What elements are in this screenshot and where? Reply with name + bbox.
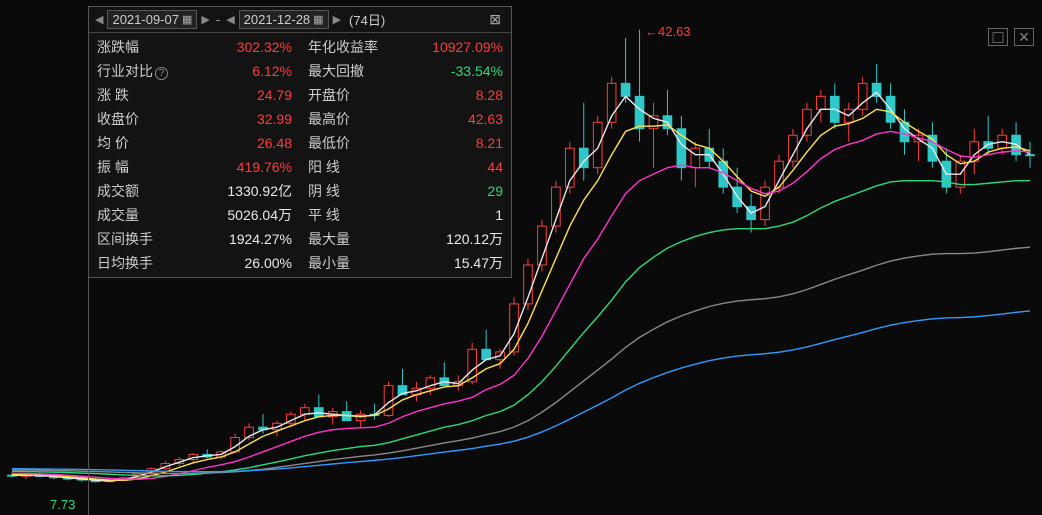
stat-value: 10927.09% [432, 36, 503, 58]
stat-cell: 最低价 8.21 [300, 131, 511, 155]
stat-cell: 行业对比? 6.12% [89, 59, 300, 83]
stat-cell: 最高价 42.63 [300, 107, 511, 131]
stat-value: 42.63 [468, 108, 503, 130]
stat-value: -33.54% [451, 60, 503, 82]
stat-value: 32.99 [257, 108, 292, 130]
stat-value: 44 [487, 156, 503, 178]
prev-to-icon[interactable]: ◀ [226, 13, 234, 26]
stat-cell: 开盘价 8.28 [300, 83, 511, 107]
stat-label: 阳 线 [308, 156, 340, 178]
stat-cell: 均 价 26.48 [89, 131, 300, 155]
stat-cell: 涨 跌 24.79 [89, 83, 300, 107]
stat-cell: 成交额 1330.92亿 [89, 179, 300, 203]
stat-label: 日均换手 [97, 252, 153, 274]
stat-value: 8.28 [476, 84, 503, 106]
stat-value: 419.76% [237, 156, 292, 178]
stat-cell: 最大量 120.12万 [300, 227, 511, 251]
stat-value: 24.79 [257, 84, 292, 106]
date-to: 2021-12-28 [244, 12, 311, 27]
stat-cell: 收盘价 32.99 [89, 107, 300, 131]
stat-value: 5026.04万 [227, 204, 292, 226]
stat-label: 最大量 [308, 228, 350, 250]
stat-value: 120.12万 [446, 228, 503, 250]
stat-label: 振 幅 [97, 156, 129, 178]
stat-value: 302.32% [237, 36, 292, 58]
stat-cell: 成交量 5026.04万 [89, 203, 300, 227]
stat-cell: 振 幅 419.76% [89, 155, 300, 179]
stat-cell: 平 线 1 [300, 203, 511, 227]
stat-label: 最小量 [308, 252, 350, 274]
stat-label: 均 价 [97, 132, 129, 154]
stat-cell: 日均换手 26.00% [89, 251, 300, 275]
stat-label: 涨 跌 [97, 84, 129, 106]
stat-value: 29 [487, 180, 503, 202]
stat-label: 最高价 [308, 108, 350, 130]
stat-label: 年化收益率 [308, 36, 378, 58]
help-icon[interactable]: ? [155, 67, 168, 80]
next-to-icon[interactable]: ▶ [333, 13, 341, 26]
stat-cell: 最小量 15.47万 [300, 251, 511, 275]
stat-value: 1330.92亿 [227, 180, 292, 202]
date-to-box[interactable]: 2021-12-28 ▦ [239, 10, 329, 29]
stat-label: 成交量 [97, 204, 139, 226]
calendar-icon: ▦ [313, 13, 323, 26]
stat-cell: 阳 线 44 [300, 155, 511, 179]
panel-close-icon[interactable]: ⊠ [485, 11, 505, 28]
panel-header: ◀ 2021-09-07 ▦ ▶ - ◀ 2021-12-28 ▦ ▶ (74日… [89, 7, 511, 33]
days-count: (74日) [349, 10, 385, 29]
stat-cell: 阴 线 29 [300, 179, 511, 203]
stat-value: 8.21 [476, 132, 503, 154]
window-controls: □ × [988, 28, 1034, 46]
prev-from-icon[interactable]: ◀ [95, 13, 103, 26]
stat-label: 行业对比? [97, 60, 168, 82]
low-price-label: 7.73 [50, 497, 75, 512]
stat-value: 15.47万 [454, 252, 503, 274]
stat-value: 26.00% [245, 252, 292, 274]
stat-cell: 最大回撤 -33.54% [300, 59, 511, 83]
stat-value: 1 [495, 204, 503, 226]
stat-label: 区间换手 [97, 228, 153, 250]
stat-label: 收盘价 [97, 108, 139, 130]
stat-cell: 区间换手 1924.27% [89, 227, 300, 251]
stat-label: 成交额 [97, 180, 139, 202]
stat-label: 涨跌幅 [97, 36, 139, 58]
stat-label: 最大回撤 [308, 60, 364, 82]
stat-label: 阴 线 [308, 180, 340, 202]
stat-label: 最低价 [308, 132, 350, 154]
maximize-icon[interactable]: □ [988, 28, 1008, 46]
stats-grid: 涨跌幅 302.32% 年化收益率 10927.09% 行业对比? 6.12% 最大回撤 -3… [89, 33, 511, 277]
date-from: 2021-09-07 [112, 12, 179, 27]
stat-label: 开盘价 [308, 84, 350, 106]
close-icon[interactable]: × [1014, 28, 1034, 46]
range-stats-panel: ◀ 2021-09-07 ▦ ▶ - ◀ 2021-12-28 ▦ ▶ (74日… [88, 6, 512, 278]
stat-cell: 年化收益率 10927.09% [300, 35, 511, 59]
stat-value: 6.12% [252, 60, 292, 82]
peak-price-label: ←42.63 [645, 24, 691, 39]
date-from-box[interactable]: 2021-09-07 ▦ [107, 10, 197, 29]
stat-label: 平 线 [308, 204, 340, 226]
stat-value: 1924.27% [229, 228, 292, 250]
stat-value: 26.48 [257, 132, 292, 154]
calendar-icon: ▦ [182, 13, 192, 26]
stat-cell: 涨跌幅 302.32% [89, 35, 300, 59]
next-from-icon[interactable]: ▶ [201, 13, 209, 26]
